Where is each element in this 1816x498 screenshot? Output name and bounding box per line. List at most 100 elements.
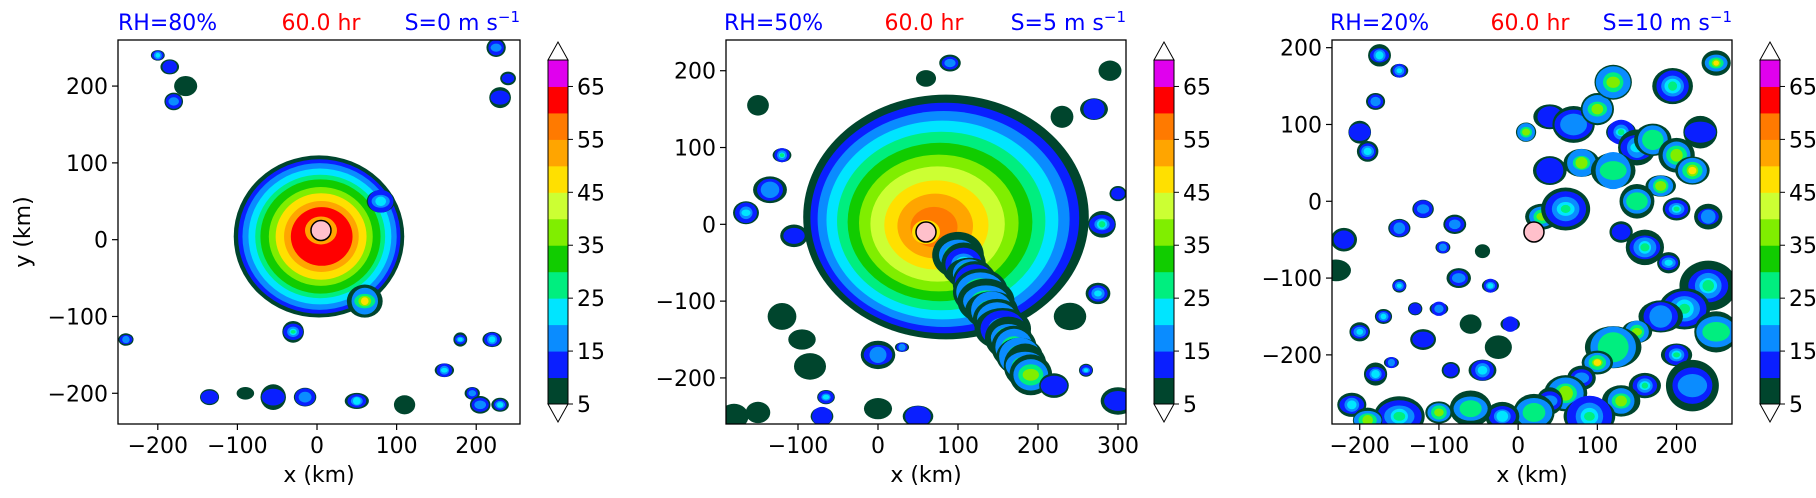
y-tick-label: −200 [48,382,108,407]
convective-cell [1348,123,1371,141]
convective-cell [1474,244,1491,259]
convective-cell [298,391,312,403]
convective-cell [174,76,198,97]
convective-cell [1375,51,1384,60]
convective-cell [162,60,178,74]
rainband-cell [1673,352,1680,358]
colorbar-frame [547,59,569,405]
rainband-cell [1584,411,1595,421]
y-tick-label: 0 [702,213,716,238]
convective-cell [1434,304,1444,313]
rainband-cell [1688,166,1697,175]
colorbar-segment [1154,60,1174,87]
panel-2-title-right: S=5 m s−1 [1011,8,1126,36]
colorbar-tick-label: 25 [1789,287,1816,312]
rainband-cell [1641,382,1649,389]
convective-cell [1487,283,1494,289]
rainband-cell [1522,128,1531,136]
colorbar-tick-label: 15 [1183,340,1211,365]
y-tick-label: −200 [656,367,716,392]
panel-3-title-right: S=10 m s−1 [1603,8,1732,36]
colorbar-segment [548,112,568,140]
colorbar-segment [548,377,568,405]
convective-cell [261,388,285,406]
colorbar-tick-label: 65 [1789,75,1816,100]
y-tick-label: −100 [1262,267,1322,292]
colorbar-segment [1154,245,1174,273]
convective-cell [1484,335,1512,360]
rainband-cell [1615,395,1627,407]
convective-cell [1332,259,1351,282]
colorbar-segment [1760,192,1780,220]
x-tick-label: 200 [1656,434,1698,459]
colorbar-segment [1760,60,1780,87]
colorbar-segment [1760,351,1780,379]
colorbar-segment [548,351,568,379]
colorbar-tick-label: 45 [1183,181,1211,206]
convective-cell [1370,96,1381,107]
x-tick-label: 0 [871,434,885,459]
x-tick-label: 100 [376,434,418,459]
rainband-cell [1591,103,1604,115]
colorbar-tick-label: 35 [577,234,605,259]
storm-center-marker [310,219,332,242]
colorbar-segment [1154,351,1174,379]
convective-cell [1371,370,1380,379]
rainband-cell [1560,113,1588,136]
colorbar-segment [1154,112,1174,140]
panel-rh50: RH=50% 60.0 hr S=5 m s−1 −100 0 100 200 300−… [656,8,1211,488]
convective-cell [745,401,771,424]
panel-rh80: RH=80% 60.0 hr S=0 m s−1 −200 −100 0 100 200… [11,8,605,488]
convective-cell [793,353,827,380]
y-tick-label: −200 [1262,344,1322,369]
y-tick-label: −100 [48,305,108,330]
colorbar-segment [1760,112,1780,140]
panel-2-axes-frame [725,39,1127,425]
convective-cell [1363,147,1372,156]
convective-cell [1477,365,1488,375]
colorbar-segment [1760,377,1780,405]
x-tick-label: −200 [1330,434,1390,459]
colorbar-segment [1154,298,1174,326]
colorbar-extend-high [547,40,569,61]
colorbar-segment [1154,192,1174,220]
convective-cell [490,90,510,105]
convective-cell [1393,222,1406,234]
convective-cell [488,336,496,343]
panel-2-xlabel: x (km) [890,463,961,488]
panel-3-colorbar: 5 15 25 35 45 55 65 [1759,40,1816,424]
rainband-cell [1393,411,1406,421]
colorbar-tick-label: 5 [1183,393,1197,418]
colorbar-segment [1154,324,1174,352]
convective-cell [457,337,463,342]
convective-cell [779,153,785,158]
y-tick-label: 200 [674,60,716,85]
convective-cell [767,303,797,330]
rainband-cell [1434,408,1444,417]
colorbar-segment [1154,86,1174,114]
rainband-cell [1593,359,1602,366]
rainband-cell [1642,129,1664,150]
colorbar-extend-low [1759,403,1781,424]
convective-cell [352,397,361,405]
colorbar-extend-low [547,403,569,424]
x-tick-label: −100 [768,434,828,459]
rainband-cell [1522,403,1546,422]
colorbar-frame [1153,59,1175,405]
rainband-cell [360,297,369,305]
y-tick-label: 0 [94,229,108,254]
colorbar-segment [1760,139,1780,167]
rainband-cell [1496,410,1509,422]
colorbar-tick-label: 5 [1789,393,1803,418]
storm-center-marker [915,221,937,243]
colorbar-segment [548,324,568,352]
panel-3-reflectivity-field [1332,44,1732,424]
colorbar-tick-label: 15 [577,340,605,365]
convective-cell [1451,273,1466,283]
convective-cell [1083,98,1105,120]
convective-cell [1438,243,1447,252]
colorbar-segment [1760,271,1780,299]
colorbar-extend-high [1759,40,1781,61]
rainband-cell [290,329,296,334]
